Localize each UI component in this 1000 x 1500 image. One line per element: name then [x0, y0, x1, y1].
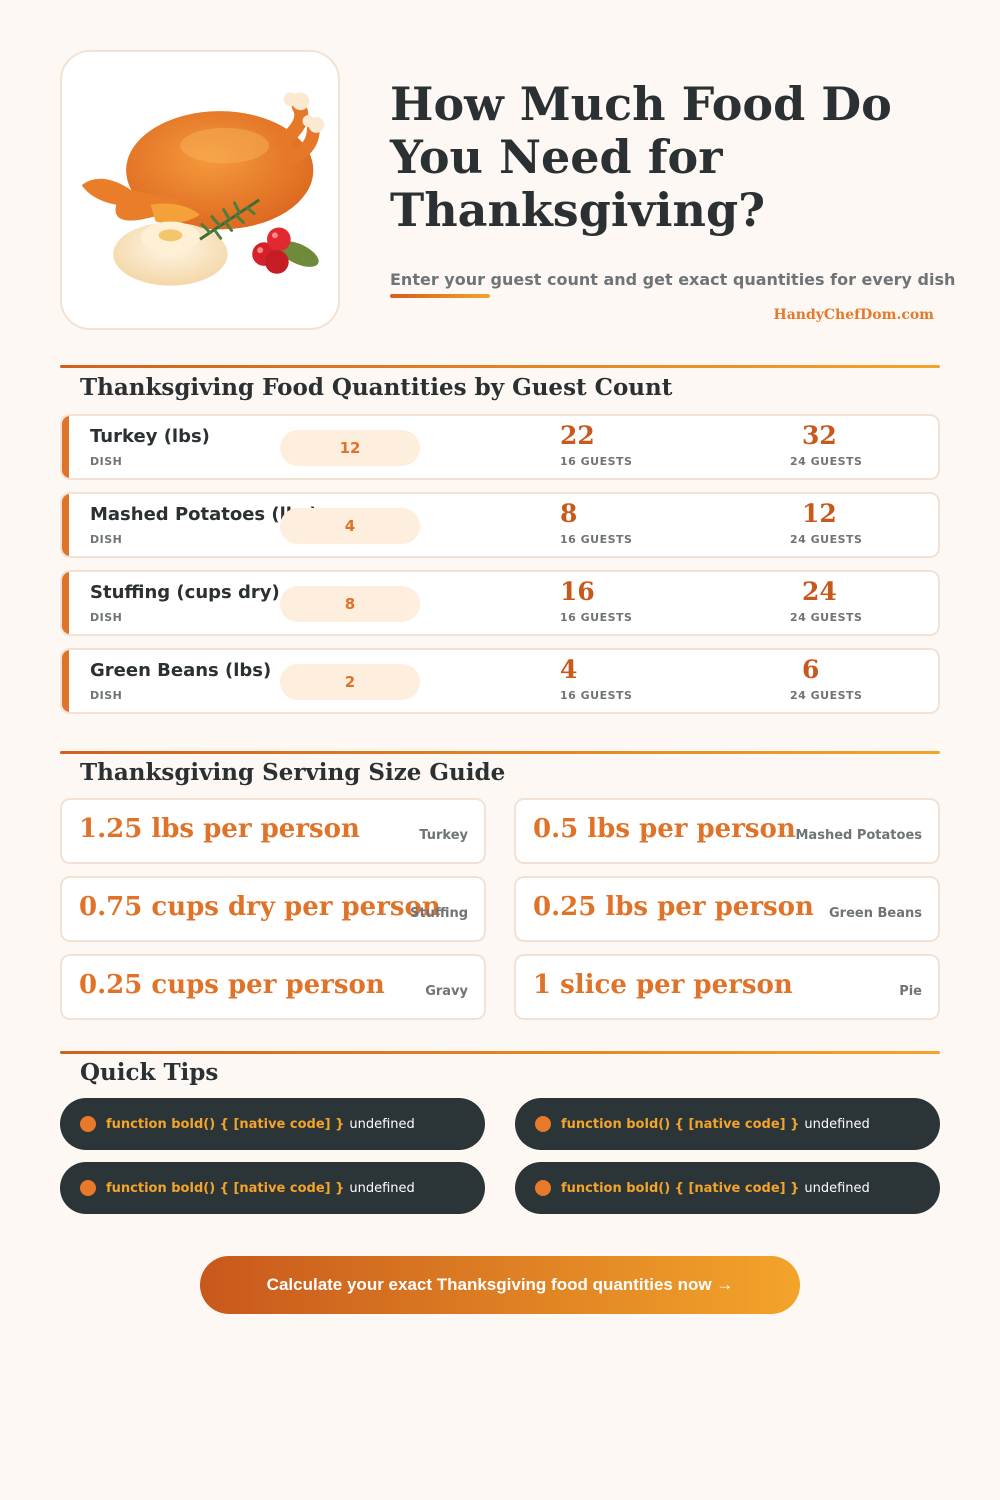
- serving-card-turkey: 1.25 lbs per person Turkey: [60, 798, 486, 864]
- serving-dish: Green Beans: [829, 906, 922, 921]
- serving-card-mashed-potatoes: 0.5 lbs per person Mashed Potatoes: [514, 798, 940, 864]
- label-24-guests: 24 GUESTS: [790, 689, 863, 702]
- tips-section-title: Quick Tips: [80, 1059, 219, 1086]
- tip-item: function bold() { [native code] } undefi…: [515, 1098, 940, 1150]
- serving-amount: 1 slice per person: [533, 970, 793, 1000]
- quantity-24-guests: 32: [802, 421, 837, 450]
- tip-item: function bold() { [native code] } undefi…: [60, 1162, 485, 1214]
- quantity-row-stuffing: Stuffing (cups dry) DISH 8 16 16 GUESTS …: [60, 570, 940, 636]
- tip-item: function bold() { [native code] } undefi…: [60, 1098, 485, 1150]
- dish-label: DISH: [90, 533, 123, 546]
- dish-label: DISH: [90, 611, 123, 624]
- serving-amount: 1.25 lbs per person: [79, 814, 360, 844]
- serving-card-green-beans: 0.25 lbs per person Green Beans: [514, 876, 940, 942]
- label-16-guests: 16 GUESTS: [560, 455, 633, 468]
- bullet-dot-icon: [535, 1180, 551, 1196]
- serving-amount: 0.25 cups per person: [79, 970, 385, 1000]
- quantity-24-guests: 24: [802, 577, 837, 606]
- section-divider: [60, 365, 940, 368]
- calculate-cta-button[interactable]: Calculate your exact Thanksgiving food q…: [200, 1256, 800, 1314]
- tip-text: undefined: [804, 1180, 870, 1196]
- quantity-16-guests: 22: [560, 421, 595, 450]
- label-24-guests: 24 GUESTS: [790, 455, 863, 468]
- bullet-dot-icon: [80, 1116, 96, 1132]
- quantity-row-green-beans: Green Beans (lbs) DISH 2 4 16 GUESTS 6 2…: [60, 648, 940, 714]
- base-quantity-pill: 2: [280, 664, 420, 700]
- section-divider: [60, 751, 940, 754]
- label-24-guests: 24 GUESTS: [790, 533, 863, 546]
- serving-amount: 0.5 lbs per person: [533, 814, 796, 844]
- bullet-dot-icon: [535, 1116, 551, 1132]
- tip-item: function bold() { [native code] } undefi…: [515, 1162, 940, 1214]
- page-subtitle: Enter your guest count and get exact qua…: [390, 270, 956, 289]
- serving-dish: Mashed Potatoes: [795, 828, 923, 843]
- row-accent-bar: [62, 416, 69, 478]
- roast-turkey-illustration: [81, 92, 325, 286]
- quantity-16-guests: 4: [560, 655, 578, 684]
- serving-card-gravy: 0.25 cups per person Gravy: [60, 954, 486, 1020]
- hero-illustration-card: [60, 50, 340, 330]
- tip-text: undefined: [349, 1116, 415, 1132]
- dish-label: DISH: [90, 689, 123, 702]
- tip-bold-text: function bold() { [native code] }: [106, 1116, 345, 1132]
- base-quantity-pill: 8: [280, 586, 420, 622]
- dish-name: Turkey (lbs): [90, 426, 210, 447]
- dish-name: Green Beans (lbs): [90, 660, 272, 681]
- base-quantity-pill: 12: [280, 430, 420, 466]
- page-title: How Much Food Do You Need for Thanksgivi…: [390, 77, 892, 237]
- dish-name: Mashed Potatoes (lbs): [90, 504, 318, 525]
- serving-dish: Pie: [899, 984, 922, 999]
- quantity-16-guests: 8: [560, 499, 578, 528]
- label-16-guests: 16 GUESTS: [560, 533, 633, 546]
- tip-text: undefined: [349, 1180, 415, 1196]
- quantity-24-guests: 12: [802, 499, 837, 528]
- quantity-row-mashed-potatoes: Mashed Potatoes (lbs) DISH 4 8 16 GUESTS…: [60, 492, 940, 558]
- section-divider: [60, 1051, 940, 1054]
- tip-bold-text: function bold() { [native code] }: [561, 1116, 800, 1132]
- brand-link[interactable]: HandyChefDom.com: [773, 307, 935, 323]
- base-quantity-pill: 4: [280, 508, 420, 544]
- subtitle-underline: [390, 294, 490, 298]
- serving-amount: 0.75 cups dry per person: [79, 892, 441, 922]
- serving-card-pie: 1 slice per person Pie: [514, 954, 940, 1020]
- quantity-16-guests: 16: [560, 577, 595, 606]
- serving-card-stuffing: 0.75 cups dry per person Stuffing: [60, 876, 486, 942]
- label-16-guests: 16 GUESTS: [560, 611, 633, 624]
- tip-bold-text: function bold() { [native code] }: [106, 1180, 345, 1196]
- quantity-row-turkey: Turkey (lbs) DISH 12 22 16 GUESTS 32 24 …: [60, 414, 940, 480]
- bullet-dot-icon: [80, 1180, 96, 1196]
- tip-text: undefined: [804, 1116, 870, 1132]
- dish-label: DISH: [90, 455, 123, 468]
- label-16-guests: 16 GUESTS: [560, 689, 633, 702]
- serving-section-title: Thanksgiving Serving Size Guide: [80, 759, 506, 786]
- quantity-24-guests: 6: [802, 655, 820, 684]
- tip-bold-text: function bold() { [native code] }: [561, 1180, 800, 1196]
- serving-dish: Gravy: [425, 984, 468, 999]
- row-accent-bar: [62, 494, 69, 556]
- row-accent-bar: [62, 572, 69, 634]
- serving-dish: Turkey: [419, 828, 468, 843]
- serving-dish: Stuffing: [410, 906, 468, 921]
- quantities-section-title: Thanksgiving Food Quantities by Guest Co…: [80, 374, 673, 401]
- serving-amount: 0.25 lbs per person: [533, 892, 814, 922]
- label-24-guests: 24 GUESTS: [790, 611, 863, 624]
- dish-name: Stuffing (cups dry): [90, 582, 280, 603]
- row-accent-bar: [62, 650, 69, 712]
